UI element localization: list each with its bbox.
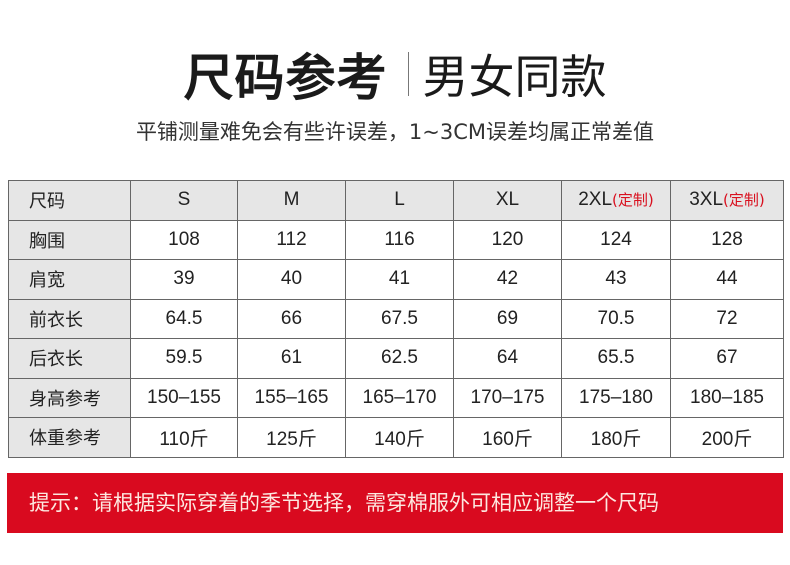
row-label: 肩宽 — [8, 259, 131, 300]
table-cell: 67 — [670, 338, 784, 379]
size-header-cell: L — [345, 180, 454, 221]
row-label: 后衣长 — [8, 338, 131, 379]
table-cell: 120 — [453, 219, 562, 260]
table-cell: 64 — [453, 338, 562, 379]
size-header-cell: 3XL(定制) — [670, 180, 784, 221]
page-title: 尺码参考 — [183, 49, 388, 107]
table-cell: 112 — [237, 219, 346, 260]
page-header: 尺码参考 男女同款 — [0, 38, 790, 110]
custom-tag: (定制) — [612, 191, 654, 210]
table-cell: 39 — [130, 259, 238, 300]
table-row: 前衣长 64.5 66 67.5 69 70.5 72 — [8, 298, 784, 339]
table-cell: 180–185 — [670, 377, 784, 418]
title-divider — [407, 52, 409, 96]
table-cell: 110斤 — [130, 417, 238, 458]
table-cell: 72 — [670, 298, 784, 339]
size-label: 2XL — [578, 189, 613, 211]
size-chart-table: 尺码 S M L XL 2XL(定制) 3XL(定制) 胸围 108 112 116 1… — [8, 180, 784, 458]
measurement-note: 平铺测量难免会有些许误差，1~3CM误差均属正常差值 — [135, 120, 655, 144]
custom-tag: (定制) — [723, 191, 765, 210]
size-header-cell: M — [237, 180, 346, 221]
row-label: 体重参考 — [8, 417, 131, 458]
row-label: 身高参考 — [8, 377, 131, 418]
table-cell: 140斤 — [345, 417, 454, 458]
table-cell: 200斤 — [670, 417, 784, 458]
table-row: 胸围 108 112 116 120 124 128 — [8, 219, 784, 260]
table-cell: 70.5 — [561, 298, 671, 339]
table-cell: 170–175 — [453, 377, 562, 418]
table-cell: 155–165 — [237, 377, 346, 418]
table-cell: 128 — [670, 219, 784, 260]
table-cell: 67.5 — [345, 298, 454, 339]
table-cell: 124 — [561, 219, 671, 260]
table-cell: 180斤 — [561, 417, 671, 458]
size-header-row: 尺码 S M L XL 2XL(定制) 3XL(定制) — [8, 180, 784, 221]
size-header-cell: 2XL(定制) — [561, 180, 671, 221]
table-cell: 69 — [453, 298, 562, 339]
table-row: 体重参考 110斤 125斤 140斤 160斤 180斤 200斤 — [8, 417, 784, 458]
table-cell: 64.5 — [130, 298, 238, 339]
size-label: 3XL — [689, 189, 724, 211]
table-cell: 175–180 — [561, 377, 671, 418]
size-label: L — [394, 189, 405, 211]
table-cell: 61 — [237, 338, 346, 379]
row-label: 胸围 — [8, 219, 131, 260]
size-label: S — [177, 189, 191, 211]
table-cell: 43 — [561, 259, 671, 300]
table-cell: 66 — [237, 298, 346, 339]
page-subtitle: 男女同款 — [422, 50, 607, 104]
size-label: M — [283, 189, 300, 211]
table-cell: 108 — [130, 219, 238, 260]
table-cell: 42 — [453, 259, 562, 300]
table-cell: 62.5 — [345, 338, 454, 379]
table-cell: 160斤 — [453, 417, 562, 458]
table-row: 肩宽 39 40 41 42 43 44 — [8, 259, 784, 300]
table-cell: 59.5 — [130, 338, 238, 379]
table-cell: 116 — [345, 219, 454, 260]
size-header-cell: S — [130, 180, 238, 221]
table-row: 身高参考 150–155 155–165 165–170 170–175 175–180 1… — [8, 377, 784, 418]
table-cell: 65.5 — [561, 338, 671, 379]
table-cell: 44 — [670, 259, 784, 300]
table-cell: 150–155 — [130, 377, 238, 418]
table-cell: 40 — [237, 259, 346, 300]
size-header-cell: XL — [453, 180, 562, 221]
tip-banner: 提示：请根据实际穿着的季节选择，需穿棉服外可相应调整一个尺码 — [7, 473, 783, 533]
table-cell: 165–170 — [345, 377, 454, 418]
table-row: 后衣长 59.5 61 62.5 64 65.5 67 — [8, 338, 784, 379]
table-cell: 125斤 — [237, 417, 346, 458]
table-cell: 41 — [345, 259, 454, 300]
row-label: 前衣长 — [8, 298, 131, 339]
corner-cell: 尺码 — [8, 180, 131, 221]
size-label: XL — [495, 189, 520, 211]
